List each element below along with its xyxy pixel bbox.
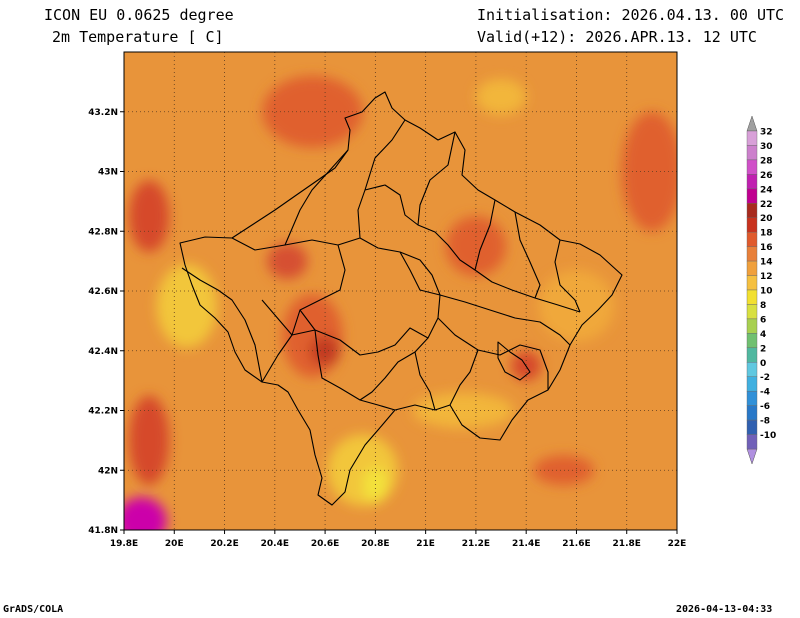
lat-tick-label: 42N: [98, 466, 118, 476]
warm-region: [533, 455, 595, 486]
colorbar-label: 32: [760, 128, 773, 138]
colorbar-lower-arrow: [746, 448, 758, 465]
initialisation-time: Initialisation: 2026.04.13. 00 UTC: [477, 6, 785, 24]
lat-tick-label: 42.4N: [88, 347, 118, 357]
warm-region: [310, 335, 341, 366]
lon-tick-label: 22E: [668, 539, 687, 549]
colorbar-label: -6: [760, 402, 770, 412]
colorbar-label: 22: [760, 200, 773, 210]
colorbar-label: 28: [760, 156, 773, 166]
lon-tick-label: 21.2E: [462, 539, 490, 549]
colorbar-label: 16: [760, 243, 773, 253]
lon-tick-label: 21.6E: [562, 539, 590, 549]
lat-tick-label: 42.8N: [88, 227, 118, 237]
colorbar-swatch: [746, 419, 758, 435]
lon-tick-label: 19.8E: [110, 539, 138, 549]
colorbar-swatch: [746, 289, 758, 305]
colorbar-swatch: [746, 347, 758, 363]
colorbar-label: 20: [760, 214, 773, 224]
temperature-field: [124, 52, 677, 530]
colorbar-swatch: [746, 318, 758, 334]
colorbar-swatch: [746, 304, 758, 320]
valid-time: Valid(+12): 2026.APR.13. 12 UTC: [477, 28, 757, 46]
lon-tick-label: 20E: [165, 539, 184, 549]
longitude-axis: 19.8E 20E 20.2E 20.4E 20.6E 20.8E 21E 21.2E 21.4…: [110, 530, 687, 549]
colorbar-label: 4: [760, 330, 766, 340]
colorbar-swatch: [746, 405, 758, 421]
lat-tick-label: 42.2N: [88, 407, 118, 417]
cool-region: [413, 392, 514, 429]
colorbar-label: 8: [760, 301, 766, 311]
warm-region: [129, 180, 170, 253]
colorbar-label: -2: [760, 373, 770, 383]
colorbar-swatch: [746, 130, 758, 146]
colorbar-label: -4: [760, 388, 770, 398]
lat-tick-label: 42.6N: [88, 287, 118, 297]
map-title: ICON EU 0.0625 degree: [44, 6, 234, 24]
colorbar-swatch: [746, 333, 758, 349]
graticule: [124, 52, 677, 530]
colorbar-swatch: [746, 145, 758, 161]
colorbar-swatch: [746, 260, 758, 276]
colorbar-upper-arrow: [746, 115, 758, 132]
colorbar-label: 6: [760, 315, 766, 325]
lat-tick-label: 43N: [98, 168, 118, 178]
cool-region: [538, 270, 615, 342]
colorbar-label: 0: [760, 359, 766, 369]
colorbar-label: -10: [760, 431, 776, 441]
colorbar-swatch: [746, 376, 758, 392]
colorbar-swatch: [746, 159, 758, 175]
colorbar-label: 10: [760, 287, 773, 297]
colorbar-swatch: [746, 217, 758, 233]
cool-region: [362, 467, 388, 504]
colorbar-swatch: [746, 203, 758, 218]
colorbar-swatch: [746, 188, 758, 204]
colorbar-swatch: [746, 174, 758, 190]
warm-region: [621, 111, 677, 232]
cool-region: [156, 264, 218, 348]
colorbar-swatch: [746, 275, 758, 291]
colorbar-label: 26: [760, 171, 773, 181]
colorbar-swatch: [746, 434, 758, 450]
latitude-axis: 41.8N 42N 42.2N 42.4N 42.6N 42.8N 43N 43.2N: [88, 108, 124, 536]
colorbar-label: 12: [760, 272, 773, 282]
lon-tick-label: 20.2E: [210, 539, 238, 549]
cool-region: [475, 78, 527, 115]
variable-title: 2m Temperature [ C]: [52, 28, 224, 46]
colorbar-swatch: [746, 246, 758, 262]
cool-region: [327, 434, 398, 507]
warm-region: [267, 243, 308, 280]
colorbar-label: 14: [760, 258, 773, 268]
lat-tick-label: 43.2N: [88, 108, 118, 118]
hot-region: [124, 497, 167, 530]
colorbar-swatch: [746, 231, 758, 247]
lat-tick-label: 41.8N: [88, 526, 118, 536]
colorbar-swatch: [746, 390, 758, 406]
warm-region: [129, 395, 170, 486]
colorbar-label: -8: [760, 417, 770, 427]
render-timestamp: 2026-04-13-04:33: [676, 604, 773, 615]
colorbar-label: 24: [760, 185, 773, 195]
lon-tick-label: 20.6E: [311, 539, 339, 549]
colorbar-label: 30: [760, 142, 773, 152]
colorbar-label: 2: [760, 344, 766, 354]
lon-tick-label: 21E: [416, 539, 435, 549]
lon-tick-label: 21.4E: [512, 539, 540, 549]
lon-tick-label: 20.8E: [361, 539, 389, 549]
colorbar-swatch: [746, 362, 758, 377]
software-credit: GrADS/COLA: [3, 604, 64, 615]
lon-tick-label: 21.8E: [613, 539, 641, 549]
lon-tick-label: 20.4E: [261, 539, 289, 549]
colorbar-label: 18: [760, 229, 773, 239]
admin-borders: [179, 91, 623, 506]
